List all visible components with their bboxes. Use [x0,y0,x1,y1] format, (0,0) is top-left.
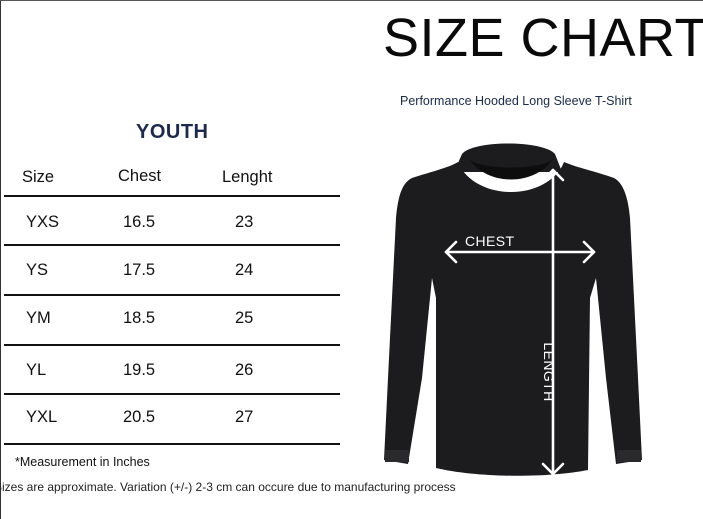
table-row: YXL 20.5 27 [4,393,340,442]
page-title: SIZE CHART [383,8,703,68]
cell-length: 27 [235,408,254,426]
table-row: YL 19.5 26 [4,346,340,395]
product-name: Performance Hooded Long Sleeve T-Shirt [400,94,632,108]
chest-label: CHEST [465,233,515,249]
left-border [0,0,1,519]
cell-size: YM [26,309,51,327]
cell-size: YL [26,361,47,379]
table-divider [4,393,340,395]
cell-chest: 20.5 [123,408,156,426]
cell-size: YS [26,261,49,279]
length-arrowhead-top [541,168,565,182]
measurement-note: *Measurement in Inches [15,455,150,469]
right-cuff [617,450,641,462]
table-row: YM 18.5 25 [4,294,340,343]
cell-length: 24 [235,261,254,279]
chest-arrowhead-left [444,240,458,264]
shirt-body [384,162,642,476]
table-divider [4,244,340,246]
table-row: YXS 16.5 23 [4,198,340,247]
column-header-size: Size [22,168,55,186]
hoodie-shape [384,143,642,476]
cell-size: YXL [26,408,58,426]
column-header-length: Lenght [222,168,273,186]
measurement-arrows [444,168,596,476]
cell-chest: 16.5 [123,213,156,231]
size-table: Size Chest Lenght YXS 16.5 23 YS 17.5 24… [4,160,340,445]
table-header: Size Chest Lenght [4,160,340,196]
table-divider [4,344,340,346]
cell-length: 26 [235,361,254,379]
table-divider [4,443,340,445]
length-label: LENGTH [541,342,557,402]
cell-chest: 17.5 [123,261,156,279]
table-row: YS 17.5 24 [4,246,340,295]
chest-arrowhead-right [582,240,596,264]
cell-chest: 18.5 [123,309,156,327]
left-cuff [385,450,409,462]
table-divider [4,294,340,296]
top-border [0,0,703,1]
column-header-chest: Chest [118,167,162,185]
disclaimer-note: Sizes are approximate. Variation (+/-) 2… [0,480,456,494]
cell-length: 23 [235,213,254,231]
section-title-youth: YOUTH [136,121,209,143]
cell-chest: 19.5 [123,361,156,379]
length-arrowhead-bottom [541,462,565,476]
hood-opening [470,160,552,180]
hoodie-diagram [384,143,642,476]
cell-length: 25 [235,309,254,327]
table-divider [4,195,340,197]
cell-size: YXS [26,213,60,231]
